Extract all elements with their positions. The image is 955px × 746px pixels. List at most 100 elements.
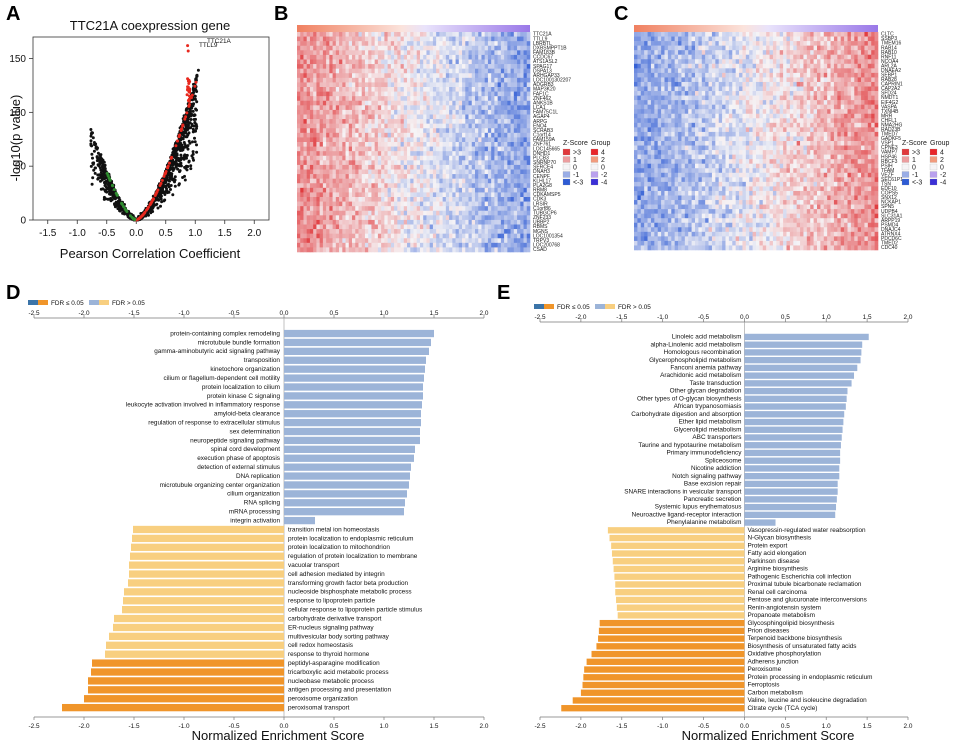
heatmap-cell [500,201,505,207]
heatmap-cell [345,210,350,216]
heatmap-cell [517,242,521,248]
heatmap-cell [368,183,372,189]
heatmap-cell [436,215,440,221]
heatmap-cell [691,41,696,46]
heatmap-cell [478,238,482,244]
heatmap-cell [352,41,356,47]
heatmap-cell [494,233,498,239]
heatmap-cell [384,229,388,234]
heatmap-cell [381,192,385,198]
heatmap-cell [494,178,498,184]
volcano-point [169,156,173,160]
volcano-point [194,77,198,81]
heatmap-cell [342,137,346,143]
heatmap-cell [364,215,369,221]
heatmap-cell [352,54,356,60]
heatmap-cell [471,183,476,189]
heatmap-cell [371,169,375,175]
heatmap-cell [316,229,320,234]
heatmap-cell [407,192,411,198]
heatmap-cell [455,224,460,230]
heatmap-cell [462,114,466,120]
heatmap-b-legend: Z-Score Group>3 41 20 0-1 -2<-3 -4 [562,140,611,187]
heatmap-cell [526,77,531,83]
heatmap-cell [504,59,508,65]
heatmap-cell [449,215,453,221]
heatmap-cell [494,215,498,221]
heatmap-cell [300,169,304,175]
heatmap-cell [371,68,375,74]
heatmap-cell [520,155,524,161]
heatmap-cell [316,82,320,88]
heatmap-cell [494,224,498,230]
heatmap-cell [352,59,356,65]
heatmap-cell [458,109,463,115]
heatmap-cell [297,174,301,179]
heatmap-cell [510,119,515,124]
heatmap-cell [384,132,388,138]
heatmap-cell [523,91,528,97]
heatmap-cell [394,151,398,157]
heatmap-cell [326,50,330,56]
heatmap-cell [339,155,343,161]
panel-label-d: D [6,282,20,304]
heatmap-cell [491,146,495,152]
heatmap-cell [523,238,528,244]
heatmap-cell [322,36,327,42]
heatmap-cell [481,219,485,225]
heatmap-cell [468,36,473,42]
heatmap-cell [513,183,518,189]
heatmap-cell [462,91,466,97]
heatmap-cell [342,128,346,134]
heatmap-cell [345,174,350,179]
heatmap-cell [449,219,453,225]
heatmap-cell [297,45,301,51]
heatmap-cell [510,73,515,79]
heatmap-cell [332,119,337,124]
heatmap-cell [364,64,369,69]
heatmap-cell [313,206,317,212]
heatmap-cell [478,132,482,138]
heatmap-cell [439,87,443,92]
heatmap-cell [523,87,528,92]
heatmap-cell [358,164,363,170]
legend-group-label: -2 [601,172,607,179]
heatmap-cell [423,96,427,102]
heatmap-cell [442,201,447,207]
heatmap-cell [504,238,508,244]
heatmap-cell [326,32,330,37]
heatmap-cell [484,114,489,120]
heatmap-cell [416,54,421,60]
heatmap-cell [523,54,528,60]
heatmap-cell [813,36,818,42]
heatmap-cell [458,242,463,248]
heatmap-cell [419,114,424,120]
heatmap-cell [526,187,531,193]
heatmap-cell [374,206,379,212]
volcano-point [179,153,183,157]
heatmap-cell [397,178,401,184]
heatmap-cell [526,238,531,244]
heatmap-cell [361,32,366,37]
heatmap-cell [345,68,350,74]
heatmap-cell [484,192,489,198]
heatmap-cell [364,247,369,253]
heatmap-cell [481,187,485,193]
heatmap-cell [300,142,304,147]
heatmap-cell [306,54,311,60]
heatmap-cell [487,224,492,230]
heatmap-cell [517,109,521,115]
heatmap-cell [303,68,308,74]
heatmap-cell [523,64,528,69]
heatmap-cell [358,174,363,179]
heatmap-cell [419,87,424,92]
heatmap-cell [500,77,505,83]
heatmap-cell [326,155,330,161]
volcano-point [179,164,183,168]
heatmap-cell [322,45,327,51]
heatmap-cell [445,197,450,202]
heatmap-cell [871,36,875,42]
heatmap-cell [419,174,424,179]
heatmap-cell [377,32,382,37]
heatmap-cell [387,68,392,74]
